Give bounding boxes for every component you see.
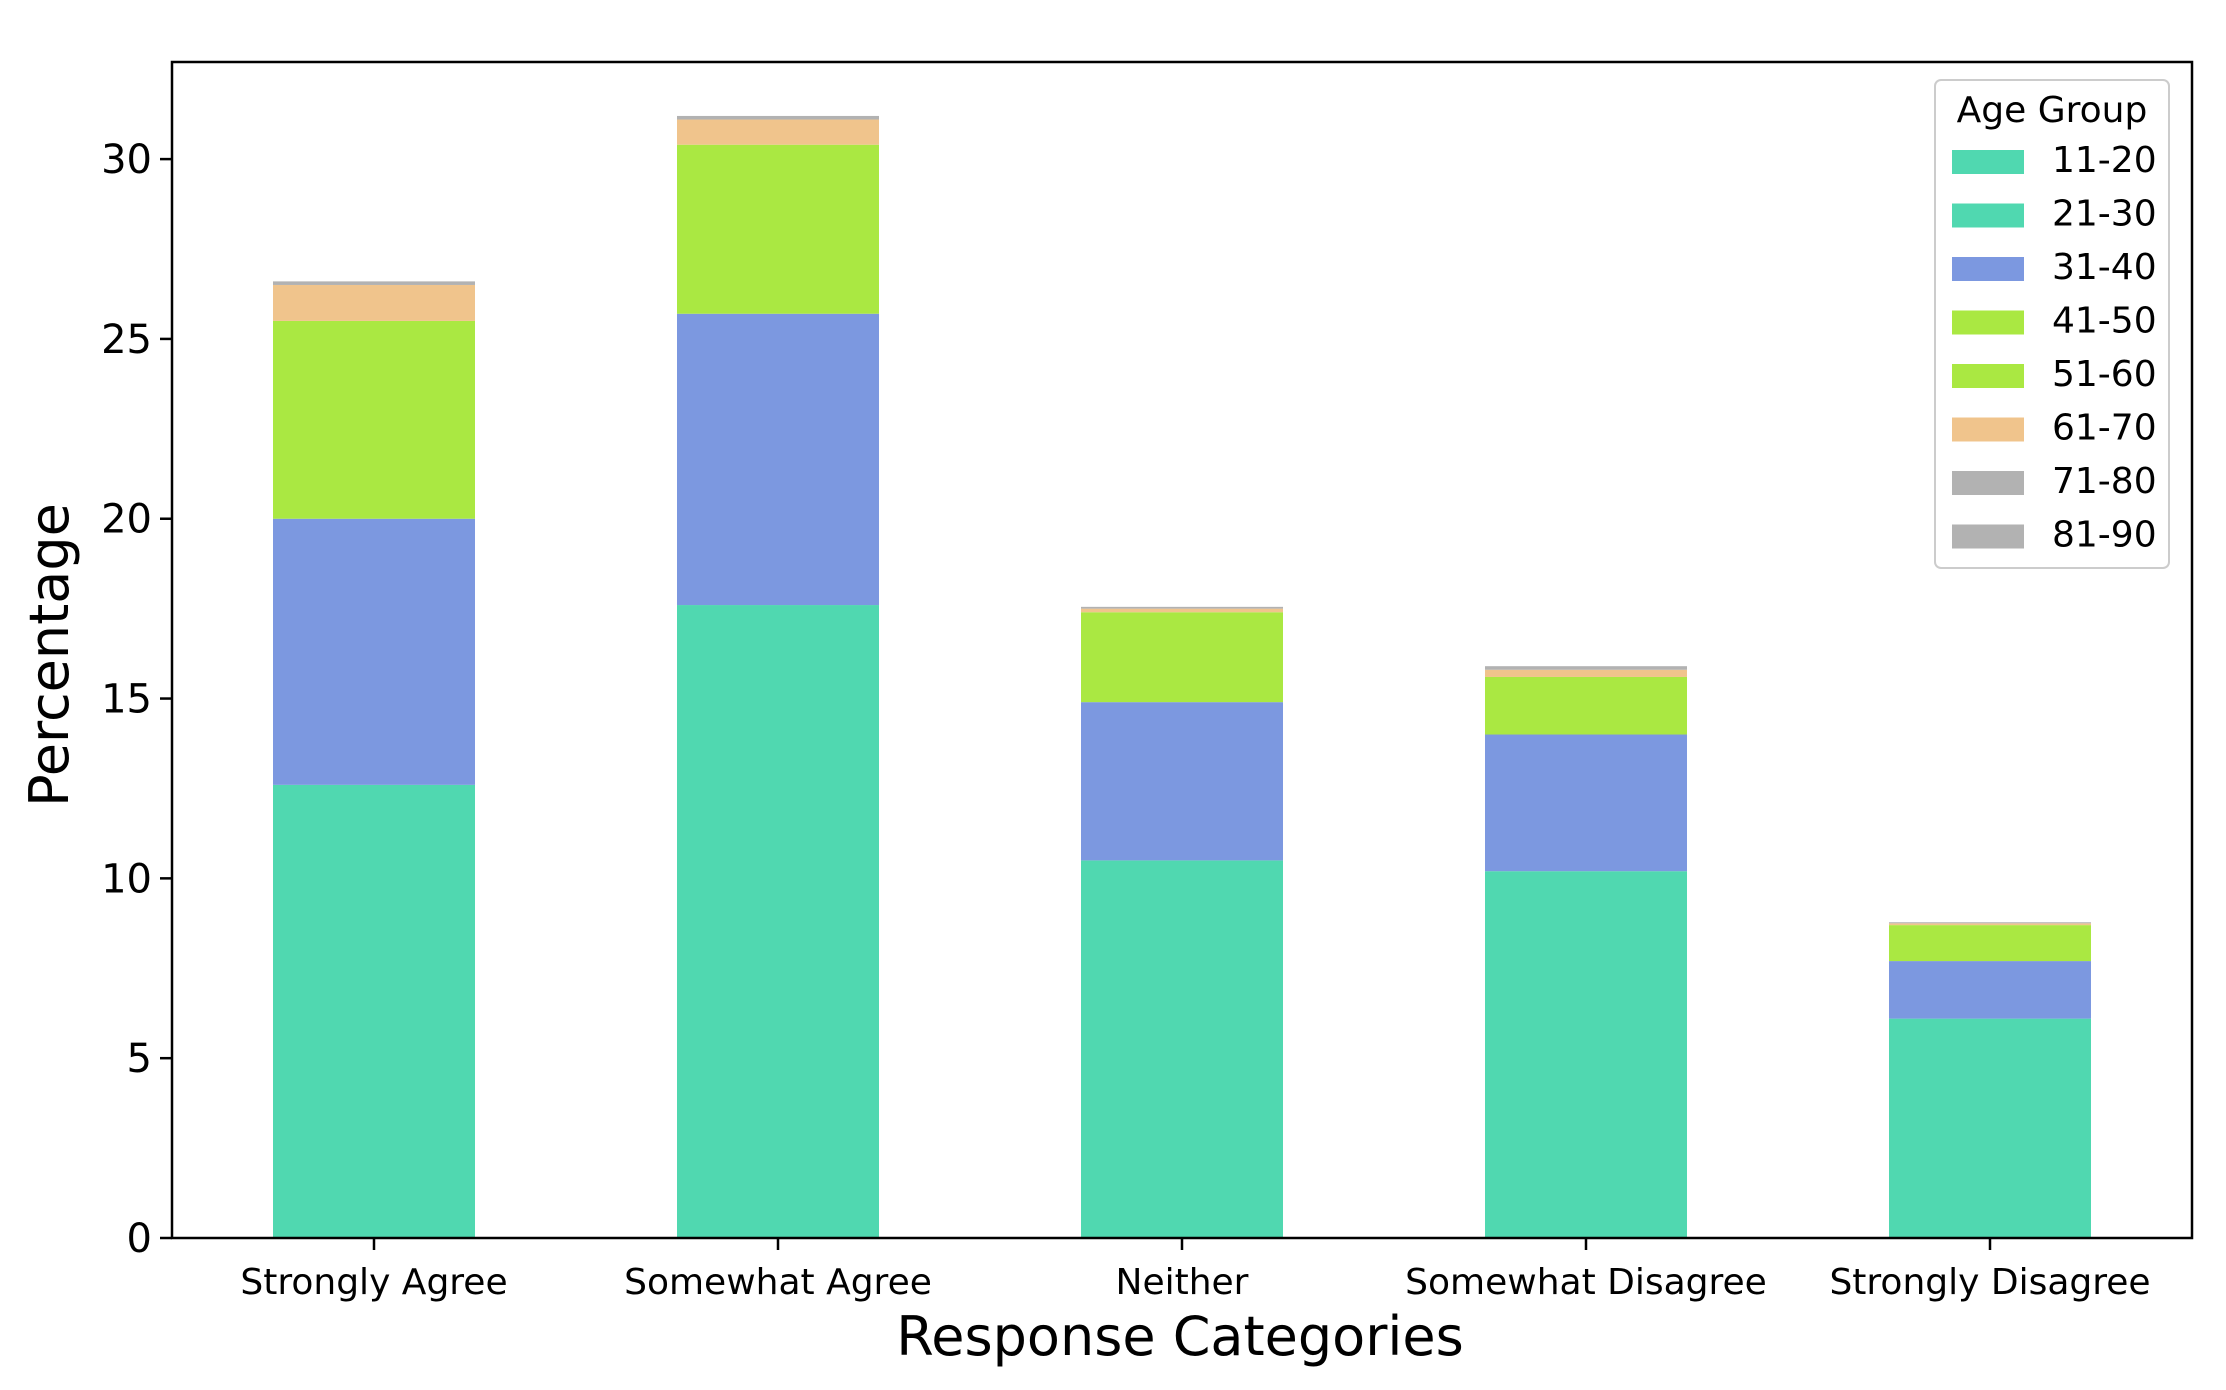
legend-label-31-40: 31-40 [2052, 247, 2157, 288]
bar-strongly-agree-61-70 [273, 284, 475, 321]
bar-strongly-agree-21-30 [273, 784, 475, 1238]
legend-title: Age Group [1957, 90, 2148, 131]
x-category-label: Somewhat Disagree [1405, 1262, 1767, 1303]
bar-strongly-agree-71-80 [273, 281, 475, 285]
bar-somewhat-disagree-61-70 [1485, 669, 1687, 677]
bar-strongly-disagree-71-80 [1889, 922, 2091, 924]
bar-neither-61-70 [1081, 608, 1283, 613]
legend-label-41-50: 41-50 [2052, 301, 2157, 342]
bar-somewhat-disagree-31-40 [1485, 734, 1687, 872]
x-axis-title: Response Categories [896, 1305, 1464, 1368]
legend-label-71-80: 71-80 [2052, 461, 2157, 502]
legend-swatch-71-80 [1952, 471, 2024, 495]
y-tick-label: 30 [101, 137, 152, 183]
bar-somewhat-disagree-51-60 [1485, 676, 1687, 735]
legend-frame [1934, 79, 2170, 569]
x-category-label: Neither [1116, 1262, 1249, 1303]
legend-swatch-21-30 [1952, 203, 2024, 228]
bar-neither-71-80 [1081, 606, 1283, 609]
bar-neither-21-30 [1081, 860, 1283, 1238]
legend: Age Group 11-20 21-30 31-40 41-50 51-60 61-70… [1934, 79, 2170, 569]
bar-strongly-agree-51-60 [273, 320, 475, 519]
legend-swatch-41-50 [1952, 310, 2024, 335]
legend-swatch-81-90 [1952, 524, 2024, 549]
legend-label-21-30: 21-30 [2052, 194, 2157, 235]
bar-somewhat-agree-21-30 [677, 605, 879, 1238]
y-tick-label: 15 [101, 677, 152, 723]
bar-neither-51-60 [1081, 612, 1283, 703]
legend-label-11-20: 11-20 [2052, 140, 2157, 181]
bar-strongly-disagree-31-40 [1889, 961, 2091, 1019]
y-axis-title: Percentage [18, 503, 81, 807]
y-tick-label: 20 [101, 497, 152, 543]
bar-neither-31-40 [1081, 702, 1283, 861]
bar-somewhat-agree-61-70 [677, 119, 879, 145]
legend-swatch-31-40 [1952, 257, 2024, 281]
legend-swatch-51-60 [1952, 364, 2024, 388]
y-tick-label: 10 [101, 856, 152, 902]
x-category-label: Strongly Disagree [1829, 1262, 2150, 1303]
x-category-label: Somewhat Agree [624, 1262, 932, 1303]
bar-somewhat-agree-71-80 [677, 115, 879, 120]
bars-layer [273, 115, 2091, 1238]
bar-strongly-disagree-51-60 [1889, 925, 2091, 962]
legend-swatch-11-20 [1952, 150, 2024, 174]
bar-somewhat-agree-31-40 [677, 313, 879, 606]
legend-label-81-90: 81-90 [2052, 515, 2157, 556]
legend-items: 11-20 21-30 31-40 41-50 51-60 61-70 71-80 81-90 [1952, 140, 2157, 556]
y-tick-label: 0 [127, 1216, 152, 1262]
legend-swatch-61-70 [1952, 417, 2024, 442]
y-ticks-layer: 0 5 10 15 20 25 30 [101, 137, 172, 1262]
y-tick-label: 25 [101, 317, 152, 363]
x-category-label: Strongly Agree [240, 1262, 507, 1303]
bar-somewhat-disagree-21-30 [1485, 871, 1687, 1238]
bar-somewhat-agree-51-60 [677, 144, 879, 314]
bar-somewhat-disagree-71-80 [1485, 666, 1687, 670]
legend-label-61-70: 61-70 [2052, 408, 2157, 449]
x-category-labels-layer: Strongly Agree Somewhat Agree Neither Somew… [240, 1238, 2151, 1303]
bar-strongly-disagree-61-70 [1889, 923, 2091, 926]
bar-strongly-disagree-21-30 [1889, 1018, 2091, 1238]
legend-label-51-60: 51-60 [2052, 354, 2157, 395]
y-tick-label: 5 [127, 1036, 152, 1082]
bar-strongly-agree-31-40 [273, 518, 475, 785]
